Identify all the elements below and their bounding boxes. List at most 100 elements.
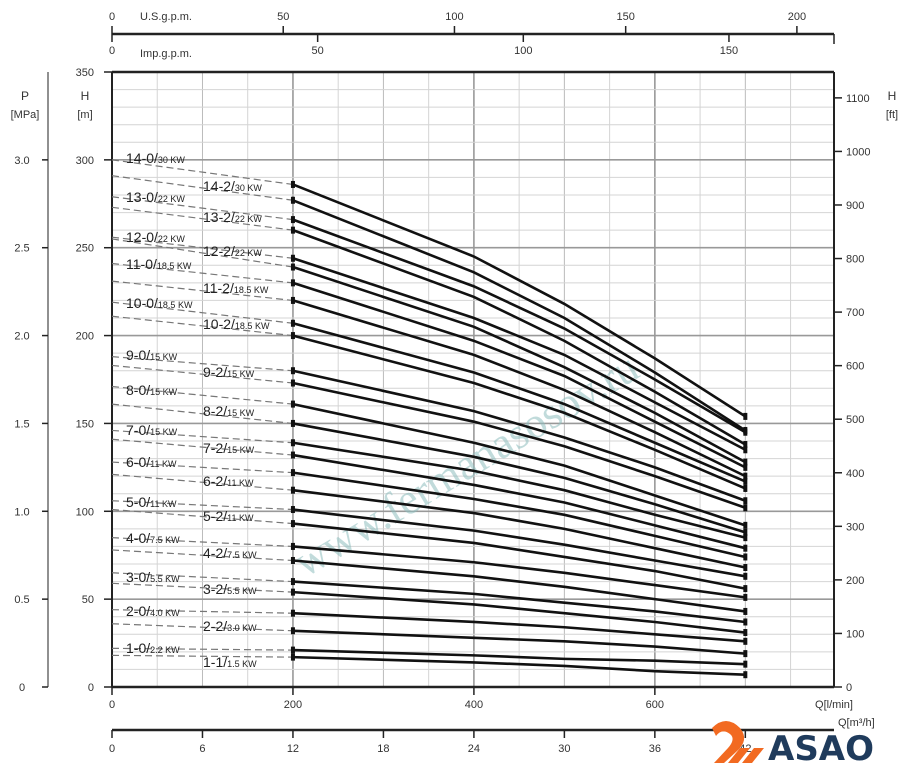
- curve-dashed-segment: [111, 647, 293, 651]
- curve-start-marker: [290, 296, 295, 304]
- curve-start-marker: [290, 627, 295, 635]
- impgpm-axis-title: Imp.g.p.m.: [140, 48, 192, 60]
- y-axis-unit-m: [m]: [77, 109, 92, 121]
- curve-start-marker: [290, 400, 295, 408]
- curve-dashed-segment: [111, 236, 294, 259]
- curve-end-marker: [743, 484, 748, 492]
- curve-line: [292, 402, 746, 527]
- curve-dashed-segment: [111, 403, 294, 425]
- curve-model: 12-2/: [203, 243, 235, 259]
- curve-line: [292, 453, 746, 550]
- curve-line: [292, 183, 747, 418]
- curve-label: 13-2/22 KW: [203, 209, 262, 225]
- curve-power: 15 KW: [227, 445, 255, 455]
- curve-dashed-segment: [111, 461, 293, 474]
- curve-start-marker: [290, 419, 295, 427]
- curve-dashed-segment: [111, 301, 294, 324]
- logo-text: ASAO: [768, 729, 874, 763]
- curve-power: 4.0 KW: [150, 608, 180, 618]
- curve-label: 12-0/22 KW: [126, 229, 185, 245]
- curve-start-marker: [290, 506, 295, 514]
- curve-start-marker: [290, 439, 295, 447]
- curve-line: [292, 218, 746, 434]
- curve-model: 5-2/: [203, 508, 227, 524]
- curve-end-marker: [743, 544, 748, 552]
- curve-line: [292, 648, 746, 666]
- ft-tick-label: 0: [846, 682, 852, 694]
- curve-dashed-segment: [111, 159, 294, 186]
- curve-start-marker: [290, 578, 295, 586]
- ft-tick-label: 400: [846, 468, 864, 480]
- logo-mark: [712, 721, 764, 763]
- curve-dashed-segment: [111, 315, 294, 337]
- curve-line: [292, 199, 747, 432]
- curve-dashed-segment: [111, 238, 294, 268]
- ft-tick-label: 300: [846, 521, 864, 533]
- curve-dashed-segment: [111, 385, 294, 405]
- curve-power: 11 KW: [227, 513, 254, 523]
- curve-power: 15 KW: [227, 408, 255, 418]
- curve-start-marker: [290, 226, 295, 234]
- curve-power: 7.5 KW: [227, 550, 257, 560]
- curve-dashed-segment: [111, 572, 293, 583]
- curve-dashed-segment: [111, 537, 293, 548]
- curve-power: 22 KW: [158, 234, 186, 244]
- curve-end-marker: [743, 637, 748, 645]
- x-tick-label: 600: [646, 699, 664, 711]
- usgpm-tick-label: 50: [277, 11, 289, 23]
- curve-line: [292, 655, 746, 676]
- curve-end-marker: [743, 412, 748, 420]
- curve-start-marker: [290, 332, 295, 340]
- x-tick-label: 200: [284, 699, 302, 711]
- ft-tick-label: 500: [846, 414, 864, 426]
- curve-dashed-segment: [111, 262, 294, 284]
- curve-start-marker: [290, 588, 295, 596]
- ft-tick-label: 700: [846, 307, 864, 319]
- curve-dashed-segment: [111, 206, 294, 231]
- curve-end-marker: [743, 572, 748, 580]
- y-tick-label: 250: [76, 243, 94, 255]
- x-tick-label: 400: [465, 699, 483, 711]
- curve-end-marker: [743, 528, 748, 536]
- curve-end-marker: [743, 446, 748, 454]
- curve-label: 2-0/4.0 KW: [126, 603, 180, 619]
- curve-model: 2-0/: [126, 603, 150, 619]
- curve-line: [292, 488, 746, 569]
- curve-dashed-segment: [111, 508, 293, 525]
- y-tick-label: 50: [82, 594, 94, 606]
- y-tick-label: 200: [76, 331, 94, 343]
- curve-model: 8-0/: [126, 382, 150, 398]
- curve-line: [292, 545, 746, 599]
- curve-dashed-segment: [111, 356, 293, 372]
- curve-power: 5.5 KW: [227, 586, 257, 596]
- curve-model: 14-0/: [126, 150, 158, 166]
- ft-tick-label: 200: [846, 575, 864, 587]
- ft-tick-label: 1000: [846, 146, 870, 158]
- curve-end-marker: [743, 618, 748, 626]
- curve-start-marker: [290, 216, 295, 224]
- curve-power: 22 KW: [235, 248, 263, 258]
- p-axis-title: P: [21, 89, 29, 103]
- curve-power: 30 KW: [158, 155, 186, 165]
- axes: 050100150200250300350H[m]00.51.01.52.02.…: [11, 11, 898, 755]
- curve-label: 8-2/15 KW: [203, 403, 255, 419]
- curve-line: [292, 441, 746, 539]
- curve-model: 2-2/: [203, 618, 227, 634]
- curve-line: [292, 265, 746, 464]
- curve-line: [292, 369, 746, 502]
- curve-dashed-segment: [111, 500, 293, 511]
- curve-model: 1-1/: [203, 654, 227, 670]
- curve-dashed-segment: [111, 438, 294, 456]
- curve-label: 4-2/7.5 KW: [203, 545, 257, 561]
- ft-tick-label: 100: [846, 628, 864, 640]
- curve-line: [292, 471, 746, 559]
- curve-start-marker: [290, 520, 295, 528]
- curve-label: 5-0/11 KW: [126, 494, 177, 510]
- curve-dashed-segment: [111, 549, 293, 562]
- curve-line: [292, 508, 746, 578]
- curve-model: 12-0/: [126, 229, 158, 245]
- curve-start-marker: [290, 469, 295, 477]
- p-axis-unit: [MPa]: [11, 109, 40, 121]
- curve-label: 6-2/11 KW: [203, 473, 254, 489]
- p-tick-label: 3.0: [14, 155, 29, 167]
